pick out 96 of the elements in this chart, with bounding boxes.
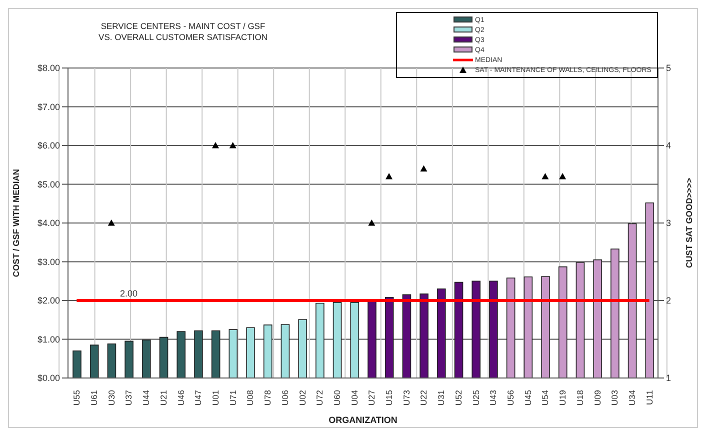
chart-subtitle: VS. OVERALL CUSTOMER SATISFACTION	[98, 32, 268, 43]
x-tick-label: U09	[592, 390, 602, 406]
x-tick-label: U43	[488, 390, 498, 406]
bar	[645, 202, 654, 378]
x-tick-label: U55	[72, 390, 82, 406]
bar	[298, 319, 307, 378]
y-tick-label: $6.00	[37, 140, 60, 151]
x-tick-label: U56	[506, 390, 516, 406]
y-tick-label: $3.00	[37, 256, 60, 267]
y2-axis-title: CUST SAT GOOD>>>>	[684, 176, 694, 270]
x-tick-label: U78	[262, 390, 273, 406]
x-tick-label: U73	[401, 390, 412, 406]
bar	[558, 266, 568, 378]
bar	[472, 280, 481, 378]
y2-tick-label: 1	[666, 373, 672, 384]
bar	[316, 302, 324, 378]
x-tick-label: U47	[193, 390, 204, 406]
y2-tick-label: 5	[666, 63, 672, 74]
y-tick-label: $0.00	[37, 373, 60, 384]
x-tick-label: U71	[228, 390, 238, 406]
x-tick-label: U52	[453, 390, 464, 406]
y2-tick-label: 3	[666, 218, 672, 228]
point	[229, 142, 236, 148]
x-tick-label: U15	[384, 390, 394, 406]
point	[420, 165, 428, 172]
bar	[159, 336, 168, 378]
x-tick-label: U31	[436, 390, 446, 406]
bar	[402, 294, 412, 378]
x-tick-label: U46	[176, 390, 186, 406]
bar	[454, 282, 464, 378]
x-tick-label: U72	[314, 390, 325, 406]
y2-tick-label: 2	[666, 296, 672, 306]
y2-tick-label: 4	[666, 140, 672, 151]
x-tick-label: U21	[158, 390, 168, 406]
x-tick-label: U08	[245, 390, 256, 406]
x-tick-label: U60	[332, 390, 342, 406]
x-tick-label: U01	[210, 390, 220, 406]
point	[542, 173, 549, 180]
bar	[246, 327, 255, 378]
point	[559, 173, 566, 180]
y-axis-title: COST / GSF WITH MEDIAN	[11, 168, 22, 278]
bar	[420, 294, 428, 378]
bar	[541, 276, 550, 378]
bar	[628, 223, 637, 378]
x-axis-title: ORGANIZATION	[328, 415, 398, 425]
x-tick-label: U03	[610, 390, 620, 406]
bar	[593, 259, 602, 378]
bar	[194, 330, 203, 378]
x-tick-label: U19	[558, 390, 568, 406]
bar	[72, 350, 82, 378]
point	[212, 142, 219, 148]
bar	[524, 276, 533, 378]
bar	[142, 340, 151, 378]
y-tick-label: $4.00	[37, 218, 60, 228]
bar	[506, 278, 516, 378]
bar	[368, 300, 376, 378]
data-label: 2.00	[120, 288, 138, 298]
point	[386, 173, 393, 180]
y-tick-label: $7.00	[37, 102, 60, 112]
bar	[576, 262, 585, 378]
bar	[384, 297, 394, 378]
x-tick-label: U45	[522, 390, 533, 406]
x-tick-label: U27	[366, 390, 377, 406]
bar	[280, 324, 290, 378]
point	[108, 220, 115, 226]
bar	[332, 302, 342, 378]
y-tick-label: $8.00	[37, 63, 60, 74]
bar	[176, 331, 186, 378]
bar	[437, 288, 446, 378]
chart-title: SERVICE CENTERS - MAINT COST / GSF	[100, 21, 266, 32]
x-tick-label: U37	[124, 390, 134, 406]
bar	[90, 344, 99, 378]
x-tick-label: U06	[280, 390, 290, 406]
x-tick-label: U25	[470, 390, 481, 406]
x-tick-label: U02	[297, 390, 308, 406]
x-tick-label: U54	[540, 390, 550, 406]
x-tick-label: U30	[106, 390, 116, 406]
bar	[107, 344, 116, 378]
y-tick-label: $2.00	[37, 296, 60, 306]
bar	[124, 340, 134, 378]
x-tick-label: U61	[89, 390, 100, 406]
bar	[489, 280, 498, 378]
bar	[610, 248, 620, 378]
x-tick-label: U44	[141, 390, 152, 406]
bar	[263, 324, 272, 378]
y-tick-label: $5.00	[37, 179, 60, 190]
x-tick-label: U34	[626, 390, 637, 406]
point	[368, 220, 376, 226]
x-tick-label: U22	[418, 390, 429, 406]
bar	[350, 302, 360, 378]
bar	[211, 330, 220, 378]
y-tick-label: $1.00	[37, 334, 60, 344]
bar	[228, 329, 238, 378]
x-tick-label: U18	[574, 390, 585, 406]
x-tick-label: U04	[349, 390, 360, 406]
x-tick-label: U11	[644, 390, 654, 405]
